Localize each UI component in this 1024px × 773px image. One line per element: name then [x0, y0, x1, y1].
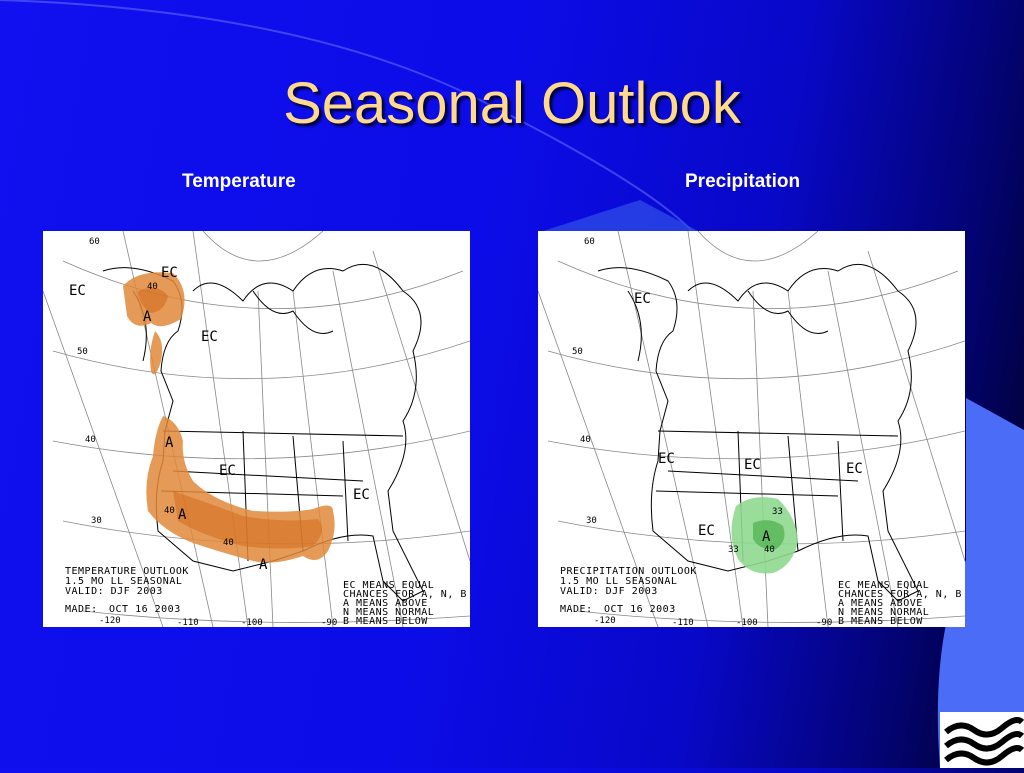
key-line: EC MEANS EQUAL [343, 580, 434, 591]
lat-label: 30 [91, 516, 102, 526]
key-line: N MEANS NORMAL [838, 607, 929, 618]
above-normal-temp-area [123, 272, 335, 563]
ec-label: EC [219, 463, 236, 479]
slide-title: Seasonal Outlook [283, 71, 741, 136]
a-label: A [143, 309, 152, 325]
precipitation-caption: Precipitation [685, 171, 801, 192]
wave-logo-icon [940, 712, 1024, 768]
map-legend: PRECIPITATION OUTLOOK 1.5 MO LL SEASONAL… [560, 566, 697, 615]
lat-label: 40 [85, 435, 96, 445]
graticule [43, 231, 470, 627]
a-label: A [762, 529, 771, 545]
lon-label: -90 [321, 618, 337, 627]
lon-label: -120 [594, 616, 616, 626]
lon-label: -90 [816, 618, 832, 627]
made-label: MADE: [65, 604, 98, 615]
ec-label: EC [201, 329, 218, 345]
ec-label: EC [846, 461, 863, 477]
lat-label: 30 [586, 516, 597, 526]
contour-label: 40 [764, 545, 775, 555]
key-line: EC MEANS EQUAL [838, 580, 929, 591]
above-normal-precip-area [731, 497, 798, 574]
key-line: B MEANS BELOW [838, 616, 923, 627]
legend-line: PRECIPITATION OUTLOOK [560, 566, 697, 577]
made-date: OCT 16 2003 [109, 604, 181, 615]
legend-line: VALID: DJF 2003 [560, 586, 658, 597]
contour-label: 40 [164, 506, 175, 516]
key-line: A MEANS ABOVE [343, 598, 428, 609]
key-line: CHANCES FOR A, N, B [838, 589, 962, 600]
key-line: N MEANS NORMAL [343, 607, 434, 618]
ec-label: EC [353, 487, 370, 503]
a-label: A [259, 557, 268, 573]
contour-label: 33 [728, 545, 739, 555]
a-label: A [165, 435, 174, 451]
lon-label: -100 [736, 618, 758, 627]
lat-label: 40 [580, 435, 591, 445]
lat-label: 50 [572, 347, 583, 357]
precipitation-outlook-map: 60 50 40 30 -120 -110 -100 -90 EC EC EC … [538, 231, 965, 627]
legend-line: VALID: DJF 2003 [65, 586, 163, 597]
map-key: EC MEANS EQUAL CHANCES FOR A, N, B A MEA… [343, 580, 467, 627]
made-label: MADE: [560, 604, 593, 615]
ec-label: EC [634, 291, 651, 307]
lat-label: 60 [584, 237, 595, 247]
map-legend: TEMPERATURE OUTLOOK 1.5 MO LL SEASONAL V… [65, 566, 189, 615]
key-line: CHANCES FOR A, N, B [343, 589, 467, 600]
contour-label: 33 [772, 507, 783, 517]
lon-label: -100 [241, 618, 263, 627]
temperature-caption: Temperature [182, 171, 296, 192]
ec-label: EC [161, 265, 178, 281]
key-line: B MEANS BELOW [343, 616, 428, 627]
temperature-outlook-map: 60 50 40 30 -120 -110 -100 -90 EC EC EC … [43, 231, 470, 627]
made-date: OCT 16 2003 [604, 604, 676, 615]
ec-label: EC [744, 457, 761, 473]
legend-line: TEMPERATURE OUTLOOK [65, 566, 189, 577]
lat-label: 50 [77, 347, 88, 357]
contour-label: 40 [223, 538, 234, 548]
lon-label: -110 [177, 618, 199, 627]
lon-label: -110 [672, 618, 694, 627]
ec-label: EC [69, 283, 86, 299]
map-key: EC MEANS EQUAL CHANCES FOR A, N, B A MEA… [838, 580, 962, 627]
lon-label: -120 [99, 616, 121, 626]
ec-label: EC [698, 523, 715, 539]
lat-label: 60 [89, 237, 100, 247]
legend-line: 1.5 MO LL SEASONAL [65, 576, 182, 587]
a-label: A [178, 507, 187, 523]
contour-label: 40 [147, 282, 158, 292]
ec-label: EC [658, 451, 675, 467]
key-line: A MEANS ABOVE [838, 598, 923, 609]
legend-line: 1.5 MO LL SEASONAL [560, 576, 677, 587]
